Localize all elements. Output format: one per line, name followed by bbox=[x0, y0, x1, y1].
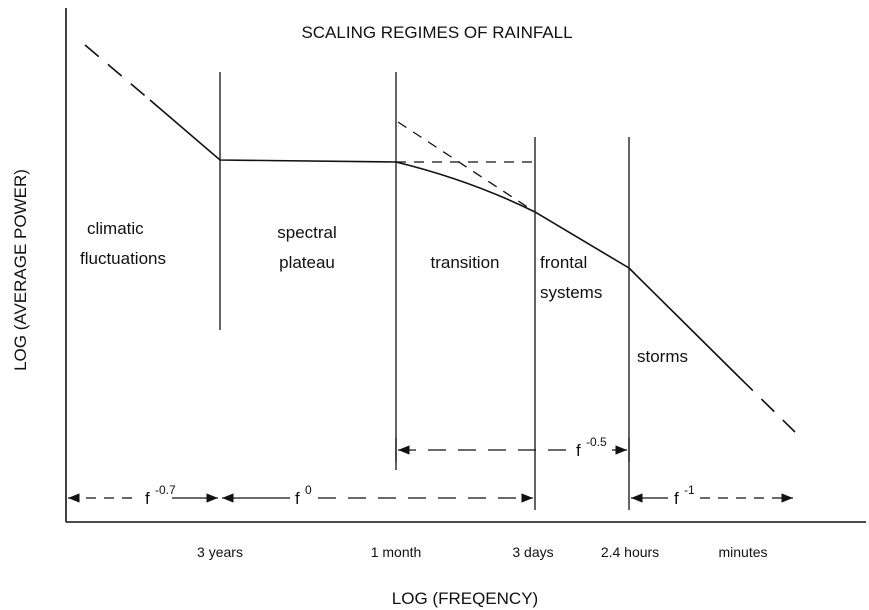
region-label: spectral bbox=[277, 223, 337, 242]
region-label: transition bbox=[431, 253, 500, 272]
title: SCALING REGIMES OF RAINFALL bbox=[301, 23, 572, 42]
spectrum bbox=[149, 99, 741, 379]
law-power: -0.7 bbox=[155, 483, 176, 497]
spectrum-extrapolation bbox=[84, 44, 151, 101]
region-label: systems bbox=[540, 283, 602, 302]
x-axis-label: LOG (FREQENCY) bbox=[392, 589, 538, 608]
law-power: -0.5 bbox=[586, 435, 607, 449]
region-label: storms bbox=[637, 347, 688, 366]
law-power: -1 bbox=[684, 483, 695, 497]
region-label: frontal bbox=[540, 253, 587, 272]
x-tick-label: 3 years bbox=[197, 544, 243, 560]
law-base: f bbox=[674, 489, 679, 508]
law-power: 0 bbox=[305, 483, 312, 497]
region-label: climatic bbox=[87, 219, 144, 238]
x-tick-label: 2.4 hours bbox=[601, 544, 659, 560]
law-base: f bbox=[145, 489, 150, 508]
spectrum-extrapolation bbox=[739, 377, 796, 433]
x-tick-label: 3 days bbox=[512, 544, 553, 560]
slope-guide bbox=[397, 121, 536, 213]
x-tick-label: minutes bbox=[718, 544, 767, 560]
region-label: plateau bbox=[279, 253, 335, 272]
law-base: f bbox=[576, 441, 581, 460]
x-tick-label: 1 month bbox=[371, 544, 422, 560]
law-base: f bbox=[295, 489, 300, 508]
region-label: fluctuations bbox=[80, 249, 166, 268]
y-axis-label: LOG (AVERAGE POWER) bbox=[11, 169, 30, 371]
